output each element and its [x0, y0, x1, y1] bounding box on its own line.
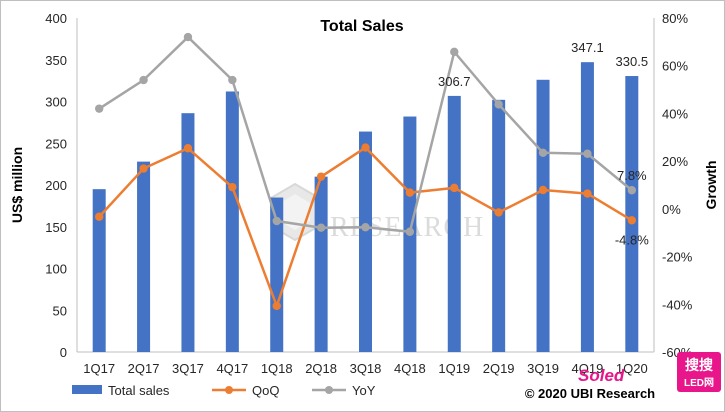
chart-title: Total Sales — [320, 18, 403, 35]
soled-logo-text: Soled — [578, 366, 625, 385]
category-axis-ticks: 1Q17 2Q17 3Q17 4Q17 1Q18 2Q18 3Q18 4Q18 1Q19 2Q19… — [83, 361, 647, 376]
yoy-point — [228, 75, 237, 85]
qoq-point — [450, 183, 459, 193]
qoq-point — [316, 172, 326, 181]
total-sales-legend-swatch — [72, 385, 102, 394]
soled-logo-sub: LED网 — [684, 377, 714, 389]
soled-logo: Soled 搜搜 LED网 — [578, 352, 721, 392]
yoy-legend-label: YoY — [352, 383, 376, 398]
category-tick-label: 2Q18 — [305, 361, 337, 376]
yoy-point — [139, 75, 148, 85]
category-tick-label: 3Q19 — [527, 361, 559, 376]
total-sales-bar — [270, 197, 284, 352]
yoy-point — [627, 186, 637, 195]
category-tick-label: 4Q17 — [216, 361, 248, 376]
left-axis-tick-label: 150 — [45, 220, 67, 235]
qoq-legend-label: QoQ — [252, 383, 279, 398]
growth-lines — [94, 32, 637, 311]
yoy-point — [583, 149, 592, 158]
total-sales-bar — [359, 131, 372, 352]
qoq-legend-marker — [225, 386, 233, 394]
qoq-point — [583, 189, 592, 198]
category-tick-label: 1Q17 — [83, 361, 115, 376]
data-labels: 306.7 347.1 330.5 7.8% -4.8% — [438, 40, 649, 247]
qoq-point — [494, 208, 503, 217]
total-sales-bar — [314, 176, 328, 352]
right-axis-tick-label: 80% — [662, 11, 688, 26]
data-label: -4.8% — [615, 232, 649, 247]
qoq-point — [627, 216, 637, 225]
total-sales-bar — [181, 113, 195, 352]
qoq-point — [405, 188, 415, 197]
data-label: 306.7 — [438, 74, 471, 89]
total-sales-bar — [447, 95, 461, 352]
chart-legend: Total sales QoQ YoY — [72, 383, 376, 398]
right-axis-tick-label: 20% — [662, 154, 688, 169]
total-sales-bar — [225, 91, 239, 352]
qoq-point — [538, 185, 548, 195]
category-tick-label: 1Q18 — [261, 361, 293, 376]
right-axis-tick-label: -20% — [662, 250, 693, 265]
soled-logo-badge — [677, 352, 721, 392]
left-axis-tick-label: 350 — [45, 53, 67, 68]
yoy-point — [361, 223, 370, 232]
category-tick-label: 4Q19 — [572, 361, 604, 376]
left-axis-tick-label: 0 — [60, 345, 67, 360]
category-tick-label: 2Q19 — [483, 361, 515, 376]
qoq-point — [94, 212, 104, 221]
qoq-point — [272, 301, 281, 311]
left-axis-tick-label: 250 — [45, 136, 67, 151]
yoy-point — [538, 148, 548, 157]
left-axis-tick-label: 400 — [45, 11, 67, 26]
yoy-point — [494, 100, 503, 109]
left-axis-tick-label: 50 — [53, 303, 67, 318]
qoq-point — [139, 164, 148, 173]
total-sales-legend-label: Total sales — [108, 383, 170, 398]
yoy-legend-marker — [325, 386, 333, 394]
total-sales-bar — [137, 161, 151, 352]
left-axis-tick-label: 200 — [45, 178, 67, 193]
yoy-point — [316, 223, 326, 232]
copyright-notice: © 2020 UBI Research — [525, 386, 655, 401]
data-label: 7.8% — [617, 168, 647, 183]
soled-logo-chinese: 搜搜 — [685, 357, 714, 374]
right-axis-ticks: -60%-40%-20%0%20%40%60%80% — [662, 11, 693, 360]
left-axis-tick-label: 300 — [45, 95, 67, 110]
category-tick-label: 3Q17 — [172, 361, 204, 376]
yoy-point — [450, 47, 459, 57]
qoq-point — [183, 144, 193, 153]
left-axis-ticks: 0 50 100 150 200 250 300 350 400 — [45, 11, 67, 360]
right-axis-tick-label: -40% — [662, 297, 693, 312]
right-axis-tick-label: 40% — [662, 106, 688, 121]
yoy-point — [272, 216, 281, 226]
qoq-point — [228, 182, 237, 192]
total-sales-bar — [492, 99, 506, 352]
yoy-point — [405, 227, 415, 236]
right-axis-title: Growth — [703, 161, 719, 210]
right-axis-tick-label: 60% — [662, 59, 688, 74]
total-sales-bar — [92, 189, 106, 352]
right-axis-tick-label: 0% — [662, 202, 681, 217]
total-sales-bar — [625, 76, 639, 352]
data-label: 347.1 — [571, 40, 604, 55]
category-tick-label: 2Q17 — [128, 361, 160, 376]
left-axis-title: US$ million — [9, 147, 25, 223]
category-tick-label: 3Q18 — [350, 361, 382, 376]
category-tick-label: 4Q18 — [394, 361, 426, 376]
yoy-point — [94, 104, 104, 113]
total-sales-bar — [580, 62, 594, 352]
total-sales-bars — [92, 62, 639, 352]
qoq-point — [361, 143, 370, 152]
yoy-point — [183, 32, 193, 42]
left-axis-tick-label: 100 — [45, 262, 67, 277]
category-tick-label: 1Q19 — [438, 361, 470, 376]
category-tick-label: 1Q20 — [616, 361, 648, 376]
data-label: 330.5 — [616, 54, 649, 69]
total-sales-bar — [536, 79, 550, 352]
